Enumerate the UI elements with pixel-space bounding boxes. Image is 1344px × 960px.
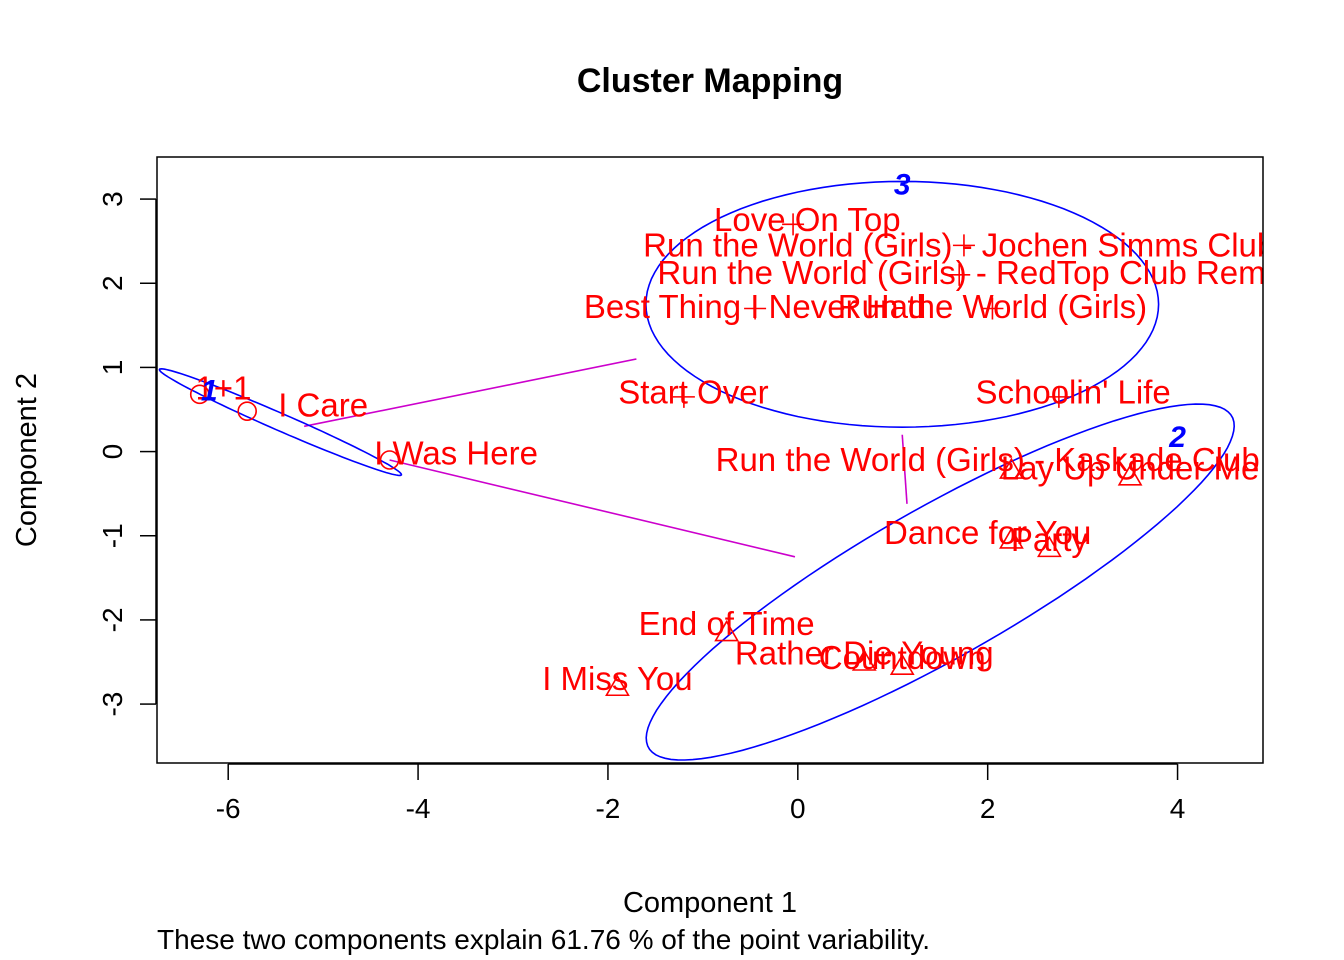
- point-label: End of Time: [639, 605, 815, 642]
- x-tick-label: -2: [595, 793, 620, 824]
- point-marker: [999, 457, 1024, 479]
- y-axis: -3 -2 -1 0 1 2 3: [97, 191, 157, 717]
- point-marker: [948, 263, 971, 286]
- cluster-number-label: 1: [201, 374, 218, 407]
- point-label: Countdown: [819, 639, 986, 676]
- cluster-link: [901, 434, 908, 504]
- y-tick-label: 2: [97, 275, 128, 291]
- point-label: Love On Top: [714, 201, 901, 238]
- cluster-ellipse: [645, 180, 1160, 429]
- point-label: I Care: [278, 386, 368, 423]
- variability-note: These two components explain 61.76 % of …: [157, 924, 930, 955]
- point-marker: [189, 384, 210, 405]
- point-marker: [1037, 535, 1062, 558]
- chart-title: Cluster Mapping: [577, 62, 843, 100]
- point-marker: [889, 653, 915, 676]
- x-axis: -6 -4 -2 0 2 4: [216, 763, 1186, 824]
- y-tick-label: -3: [97, 692, 128, 717]
- point-label: Run the World (Girls) - RedTop Club Remi…: [657, 254, 1290, 291]
- point-label: Start Over: [618, 374, 768, 411]
- point-label: Run the World (Girls) - Kaskade Club: [716, 441, 1260, 478]
- cluster-number-label: 3: [894, 168, 911, 201]
- point-label: Dance for You: [884, 514, 1091, 551]
- point-label: I Was Here: [374, 434, 538, 471]
- point-marker: [1047, 385, 1070, 408]
- x-tick-label: 4: [1170, 793, 1186, 824]
- plot-frame: [156, 156, 1264, 764]
- point-label: Run the World (Girls) - Jochen Simms Clu…: [643, 226, 1275, 263]
- point-marker: [1117, 464, 1143, 486]
- x-tick-label: 0: [790, 793, 806, 824]
- x-tick-label: -4: [406, 793, 431, 824]
- x-tick-label: 2: [980, 793, 996, 824]
- point-marker: [714, 619, 740, 642]
- point-label: I Miss You: [542, 660, 692, 697]
- point-marker: [981, 297, 1004, 320]
- point-marker: [952, 234, 975, 257]
- cluster-number-label: 2: [1168, 421, 1186, 454]
- point-label: Run the World (Girls): [838, 288, 1147, 325]
- point-marker: [999, 527, 1024, 549]
- point-label: Rather Die Young: [735, 635, 994, 672]
- point-label: 1+1: [195, 369, 251, 406]
- point-marker: [782, 213, 805, 236]
- cluster-link: [389, 459, 796, 558]
- y-tick-label: 3: [97, 191, 128, 207]
- y-tick-label: 1: [97, 360, 128, 376]
- y-tick-label: -2: [97, 607, 128, 632]
- point-label: Best Thing I Never Had: [584, 288, 926, 325]
- point-marker: [744, 297, 767, 320]
- point-marker: [672, 385, 695, 408]
- point-marker: [237, 401, 257, 421]
- x-tick-label: -6: [216, 793, 241, 824]
- y-tick-label: -1: [97, 523, 128, 548]
- point-marker: [851, 649, 877, 671]
- x-axis-label: Component 1: [623, 887, 797, 919]
- point-label: Schoolin' Life: [975, 374, 1170, 411]
- point-marker: [379, 450, 400, 470]
- point-label: Party: [1011, 521, 1089, 558]
- point-label: Lay Up Under Me: [1001, 449, 1260, 486]
- y-tick-label: 0: [97, 444, 128, 460]
- point-marker: [605, 674, 630, 697]
- y-axis-label: Component 2: [11, 373, 43, 547]
- cluster-ellipse: [645, 403, 1236, 761]
- cluster-ellipse: [158, 367, 403, 477]
- cluster-link: [303, 358, 637, 428]
